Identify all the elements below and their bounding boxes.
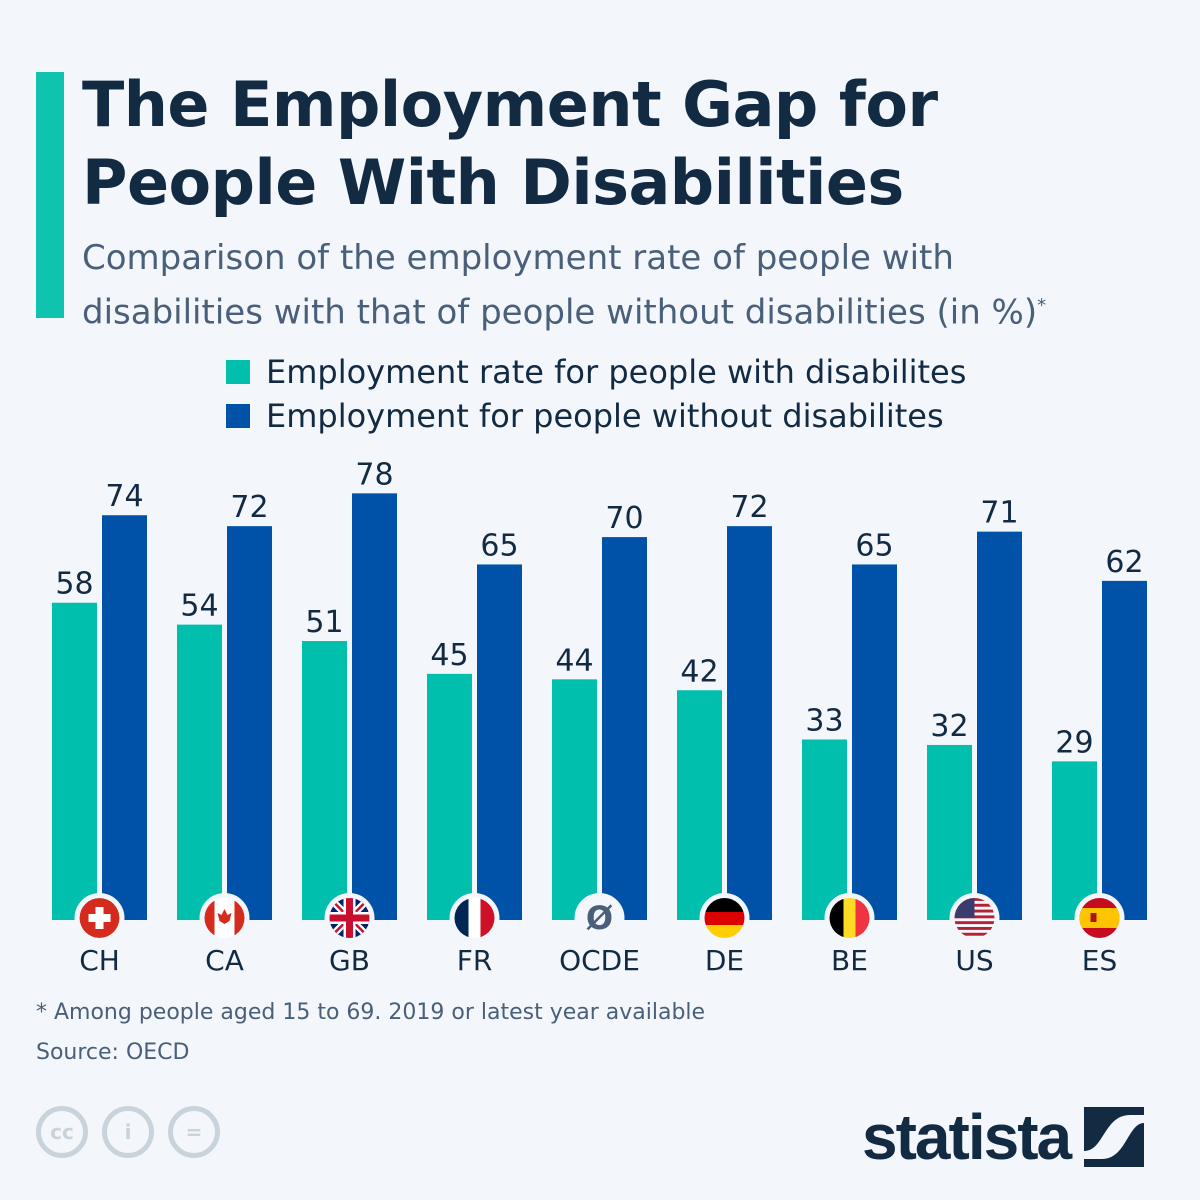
data-label: 33 — [805, 703, 843, 738]
flag-ch-icon — [79, 898, 120, 938]
data-label: 70 — [605, 501, 643, 536]
flag-be-icon — [829, 898, 870, 938]
license-icons: cc i = — [36, 1106, 220, 1158]
data-label: 44 — [555, 643, 593, 678]
bar-FR-without — [477, 564, 522, 920]
category-label: DE — [705, 944, 744, 977]
category-label: OCDE — [559, 944, 640, 977]
bar-BE-with — [802, 739, 847, 920]
flag-de-icon — [704, 898, 745, 938]
bar-CA-without — [227, 526, 272, 920]
bar-ES-with — [1052, 761, 1097, 920]
bar-GB-with — [302, 641, 347, 920]
logo-text: statista — [862, 1101, 1072, 1173]
legend-item-with: Employment rate for people with disabili… — [226, 350, 966, 394]
category-label: CA — [205, 944, 244, 977]
legend-swatch — [226, 404, 250, 428]
bar-CA-with — [177, 624, 222, 920]
bar-BE-without — [852, 564, 897, 920]
data-label: 54 — [180, 589, 218, 624]
flag-gb-icon — [329, 898, 370, 938]
data-label: 72 — [730, 490, 768, 525]
data-label: 71 — [980, 496, 1018, 531]
bar-FR-with — [427, 673, 472, 920]
flag-es-icon — [1079, 898, 1120, 938]
category-label: CH — [79, 944, 120, 977]
data-label: 51 — [305, 605, 343, 640]
attribution-icon[interactable]: i — [102, 1106, 154, 1158]
legend: Employment rate for people with disabili… — [226, 350, 966, 438]
page-title: The Employment Gap for People With Disabi… — [82, 68, 938, 219]
category-label: FR — [457, 944, 493, 977]
bar-US-with — [927, 744, 972, 920]
data-label: 65 — [855, 528, 893, 563]
data-label: 42 — [680, 654, 718, 689]
category-label: US — [955, 944, 993, 977]
legend-label: Employment for people without disabilite… — [266, 397, 944, 435]
flag-ocde-icon: Ø — [579, 898, 620, 938]
footnote: * Among people aged 15 to 69. 2019 or la… — [36, 1000, 706, 1025]
bar-ES-without — [1102, 580, 1147, 920]
source: Source: OECD — [36, 1040, 190, 1065]
cc-icon[interactable]: cc — [36, 1106, 88, 1158]
flag-fr-icon — [454, 898, 495, 938]
legend-label: Employment rate for people with disabili… — [266, 353, 967, 391]
title-accent-bar — [36, 72, 64, 318]
bar-US-without — [977, 531, 1022, 920]
category-label: ES — [1082, 944, 1117, 977]
data-label: 65 — [480, 528, 518, 563]
bar-CH-with — [52, 602, 97, 920]
bar-OCDE-without — [602, 537, 647, 920]
data-label: 45 — [430, 638, 468, 673]
data-label: 74 — [105, 479, 143, 514]
no-derivatives-icon[interactable]: = — [168, 1106, 220, 1158]
category-label: GB — [329, 944, 370, 977]
data-label: 58 — [55, 567, 93, 602]
category-label: BE — [831, 944, 868, 977]
flag-ca-icon — [204, 898, 245, 938]
bar-GB-without — [352, 493, 397, 920]
bar-OCDE-with — [552, 679, 597, 920]
data-label: 32 — [930, 709, 968, 744]
svg-text:Ø: Ø — [586, 899, 613, 937]
bar-CH-without — [102, 515, 147, 920]
bar-DE-without — [727, 526, 772, 920]
data-label: 62 — [1105, 545, 1143, 580]
data-label: 72 — [230, 490, 268, 525]
statista-logo-icon — [1084, 1107, 1145, 1167]
subtitle: Comparison of the employment rate of peo… — [82, 238, 1047, 333]
bar-DE-with — [677, 690, 722, 920]
legend-swatch — [226, 360, 250, 384]
legend-item-without: Employment for people without disabilite… — [226, 394, 966, 438]
statista-logo[interactable]: statista — [862, 1100, 1145, 1174]
data-label: 78 — [355, 457, 393, 492]
data-label: 29 — [1055, 725, 1093, 760]
bar-chart: 58 74 CH 54 72 CA 51 78 GB 45 65 FR 44 70 Ø OCDE 42 72 DE 3… — [52, 457, 1147, 977]
